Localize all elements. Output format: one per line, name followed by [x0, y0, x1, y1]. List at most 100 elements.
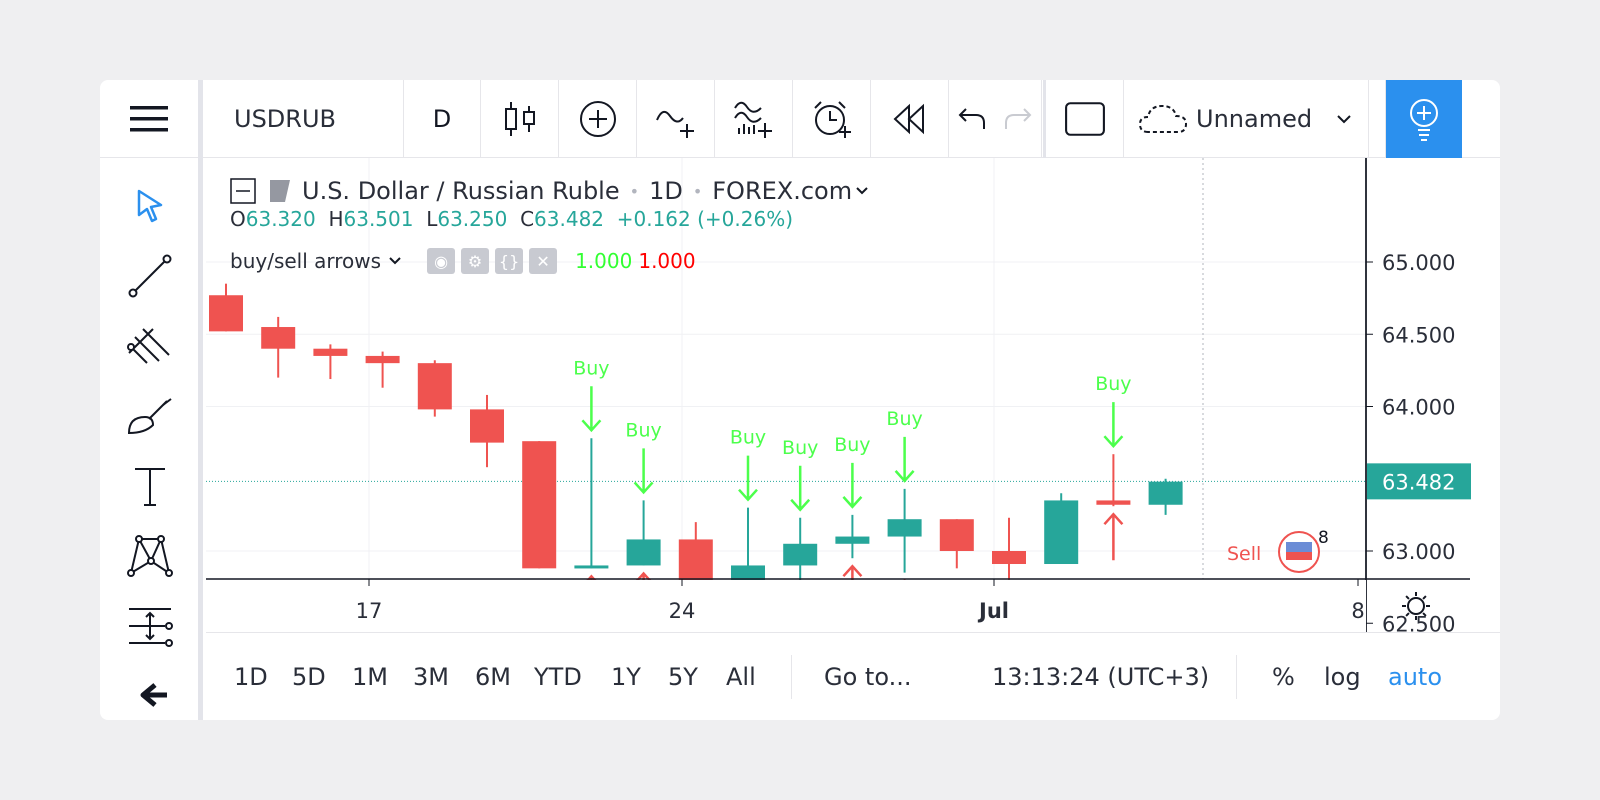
range-6m[interactable]: 6M [475, 662, 511, 691]
fullscreen-button[interactable] [1046, 80, 1124, 158]
fullscreen-icon [1064, 102, 1105, 136]
redo-icon[interactable] [1002, 103, 1034, 135]
percent-toggle[interactable]: % [1272, 662, 1295, 691]
chevron-down-icon [1337, 115, 1351, 124]
collapse-toolbar-button[interactable] [124, 668, 176, 720]
buy-signal-label: Buy [834, 434, 870, 456]
sell-signal-label: Sell [1227, 543, 1261, 565]
candles-icon [504, 102, 535, 136]
price-tick-label: 63.000 [1382, 540, 1455, 564]
text-icon [135, 468, 165, 506]
gear-icon-tooth [1405, 595, 1410, 600]
templates-icon [733, 101, 772, 138]
clock-timezone[interactable]: 13:13:24 (UTC+3) [992, 662, 1210, 691]
candle-body [417, 363, 452, 410]
change-value: +0.162 (+0.26%) [616, 207, 794, 231]
chart-pane[interactable]: Buy Buy Buy Buy Buy Buy Buy Sell 8 65.000 64.500 6… [206, 158, 1500, 720]
range-5d[interactable]: 5D [292, 662, 326, 691]
chart-style-button[interactable] [481, 80, 559, 158]
candle-body [1044, 500, 1079, 565]
candle-body [313, 348, 348, 356]
sell-arrow-up [1103, 512, 1124, 561]
symbol-search-button[interactable]: USDRUB [203, 80, 404, 158]
replay-button[interactable] [871, 80, 949, 158]
time-tick-label: Jul [977, 599, 1009, 623]
candle-body [887, 519, 922, 537]
range-1m[interactable]: 1M [352, 662, 388, 691]
indicator-name[interactable]: buy/sell arrows [230, 249, 382, 273]
event-count: 8 [1318, 528, 1329, 548]
buy-signal-label: Buy [730, 427, 766, 449]
high-label: H [328, 207, 344, 231]
indicators-button[interactable] [637, 80, 715, 158]
gear-icon[interactable]: ⚙ [461, 248, 490, 274]
gear-icon-tooth [1422, 612, 1427, 617]
buy-signal-label: Buy [886, 408, 922, 430]
text-tool[interactable] [124, 460, 176, 512]
range-1d[interactable]: 1D [234, 662, 268, 691]
range-5y[interactable]: 5Y [668, 662, 698, 691]
legend-dot: • [692, 181, 703, 201]
series-legend: U.S. Dollar / Russian Ruble • 1D • FOREX… [230, 176, 870, 206]
symbol-label: USDRUB [234, 105, 336, 133]
time-tick-label: 8 [1351, 599, 1364, 623]
trend-line-icon [128, 254, 172, 298]
cursor-tool[interactable] [124, 180, 176, 232]
indicators-icon [655, 110, 694, 138]
compare-icon [579, 101, 616, 137]
interval-button[interactable]: D [404, 80, 481, 158]
chevron-down-icon[interactable] [387, 253, 403, 269]
candle-body [365, 355, 400, 364]
eye-icon[interactable]: ◉ [427, 248, 456, 274]
toolbar-separator [1042, 80, 1046, 158]
candle-body [939, 519, 974, 551]
compare-button[interactable] [559, 80, 637, 158]
cloud-icon [1138, 104, 1188, 133]
close-value: 63.482 [534, 207, 605, 231]
indicator-sell-value: 1.000 [638, 249, 696, 273]
candle-body [522, 441, 557, 569]
buy-signal-label: Buy [573, 357, 609, 379]
layout-button[interactable]: Unnamed [1124, 80, 1369, 158]
gear-icon-tooth [1405, 612, 1410, 617]
candle-body [470, 409, 504, 443]
log-toggle[interactable]: log [1324, 662, 1361, 691]
us-flag-stripe [1286, 552, 1312, 560]
bottom-toolbar: 1D 5D 1M 3M 6M YTD 1Y 5Y All Go to... 13… [206, 632, 1500, 720]
brush-tool[interactable] [124, 390, 176, 442]
series-title: U.S. Dollar / Russian Ruble [302, 177, 620, 205]
range-3m[interactable]: 3M [413, 662, 449, 691]
range-all[interactable]: All [726, 662, 756, 691]
menu-icon [130, 106, 168, 132]
price-tick-label: 64.500 [1382, 323, 1455, 347]
candle-body [574, 565, 609, 569]
flag-icon [270, 180, 290, 202]
series-interval: 1D [649, 177, 683, 205]
range-ytd[interactable]: YTD [534, 662, 582, 691]
bottom-separator [791, 654, 792, 699]
measure-tool[interactable] [124, 600, 176, 652]
replay-icon [893, 103, 924, 135]
chevron-down-icon[interactable] [854, 183, 870, 199]
collapse-legend-icon[interactable] [230, 178, 256, 204]
publish-idea-button[interactable] [1386, 80, 1462, 158]
menu-button[interactable] [100, 80, 203, 158]
templates-button[interactable] [715, 80, 793, 158]
buy-arrow-down [842, 462, 863, 509]
goto-date-button[interactable]: Go to... [824, 662, 912, 691]
alert-icon [813, 101, 851, 138]
pattern-tool[interactable] [124, 530, 176, 582]
price-chart[interactable]: Buy Buy Buy Buy Buy Buy Buy Sell 8 65.000 64.500 6… [206, 158, 1500, 632]
close-icon[interactable]: ✕ [529, 248, 558, 274]
chart-window: USDRUB D Unnamed [100, 80, 1500, 720]
pitchfork-tool[interactable] [124, 320, 176, 372]
candle-body [261, 327, 296, 349]
alert-button[interactable] [793, 80, 871, 158]
source-code-icon[interactable]: {} [495, 248, 524, 274]
range-1y[interactable]: 1Y [611, 662, 641, 691]
trend-line-tool[interactable] [124, 250, 176, 302]
toolbar-spacer [1369, 80, 1386, 158]
undo-icon[interactable] [956, 103, 988, 135]
auto-scale-toggle[interactable]: auto [1388, 662, 1443, 691]
pitchfork-icon [127, 328, 170, 364]
